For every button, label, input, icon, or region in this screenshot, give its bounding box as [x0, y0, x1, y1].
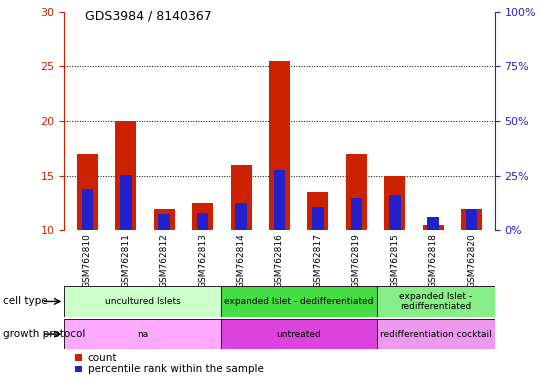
Bar: [423, 225, 444, 230]
Bar: [346, 154, 367, 230]
Bar: [428, 217, 439, 230]
Text: GSM762819: GSM762819: [352, 233, 361, 288]
Bar: [384, 176, 405, 230]
Text: expanded Islet - dedifferentiated: expanded Islet - dedifferentiated: [224, 297, 374, 306]
Bar: [120, 175, 131, 230]
Text: na: na: [137, 329, 148, 339]
Bar: [115, 121, 136, 230]
Text: GSM762815: GSM762815: [390, 233, 399, 288]
Bar: [77, 154, 98, 230]
Text: growth protocol: growth protocol: [3, 329, 85, 339]
Bar: [64, 319, 221, 349]
Text: GSM762811: GSM762811: [121, 233, 130, 288]
Text: count: count: [88, 353, 117, 362]
Bar: [64, 286, 221, 317]
Bar: [192, 203, 213, 230]
Bar: [197, 213, 209, 230]
Text: uncultured Islets: uncultured Islets: [105, 297, 181, 306]
Bar: [82, 189, 93, 230]
Bar: [230, 165, 252, 230]
Bar: [154, 209, 175, 230]
Text: redifferentiation cocktail: redifferentiation cocktail: [380, 329, 492, 339]
Text: GSM762810: GSM762810: [83, 233, 92, 288]
Text: GSM762820: GSM762820: [467, 233, 476, 288]
Bar: [377, 286, 495, 317]
Bar: [221, 286, 377, 317]
Text: percentile rank within the sample: percentile rank within the sample: [88, 364, 264, 374]
Text: GSM762817: GSM762817: [314, 233, 323, 288]
Bar: [221, 319, 377, 349]
Text: cell type: cell type: [3, 296, 48, 306]
Bar: [377, 319, 495, 349]
Bar: [274, 170, 285, 230]
Bar: [312, 207, 324, 230]
Text: GSM762813: GSM762813: [198, 233, 207, 288]
Bar: [350, 197, 362, 230]
Text: GDS3984 / 8140367: GDS3984 / 8140367: [85, 10, 211, 23]
Bar: [235, 203, 247, 230]
Text: GSM762818: GSM762818: [429, 233, 438, 288]
Text: untreated: untreated: [277, 329, 321, 339]
Text: GSM762816: GSM762816: [275, 233, 284, 288]
Text: GSM762812: GSM762812: [160, 233, 169, 288]
Bar: [269, 61, 290, 230]
Text: GSM762814: GSM762814: [236, 233, 245, 288]
Bar: [389, 195, 401, 230]
Text: expanded Islet -
redifferentiated: expanded Islet - redifferentiated: [400, 292, 472, 311]
Bar: [466, 209, 477, 230]
Bar: [307, 192, 329, 230]
Bar: [461, 209, 482, 230]
Bar: [158, 214, 170, 230]
